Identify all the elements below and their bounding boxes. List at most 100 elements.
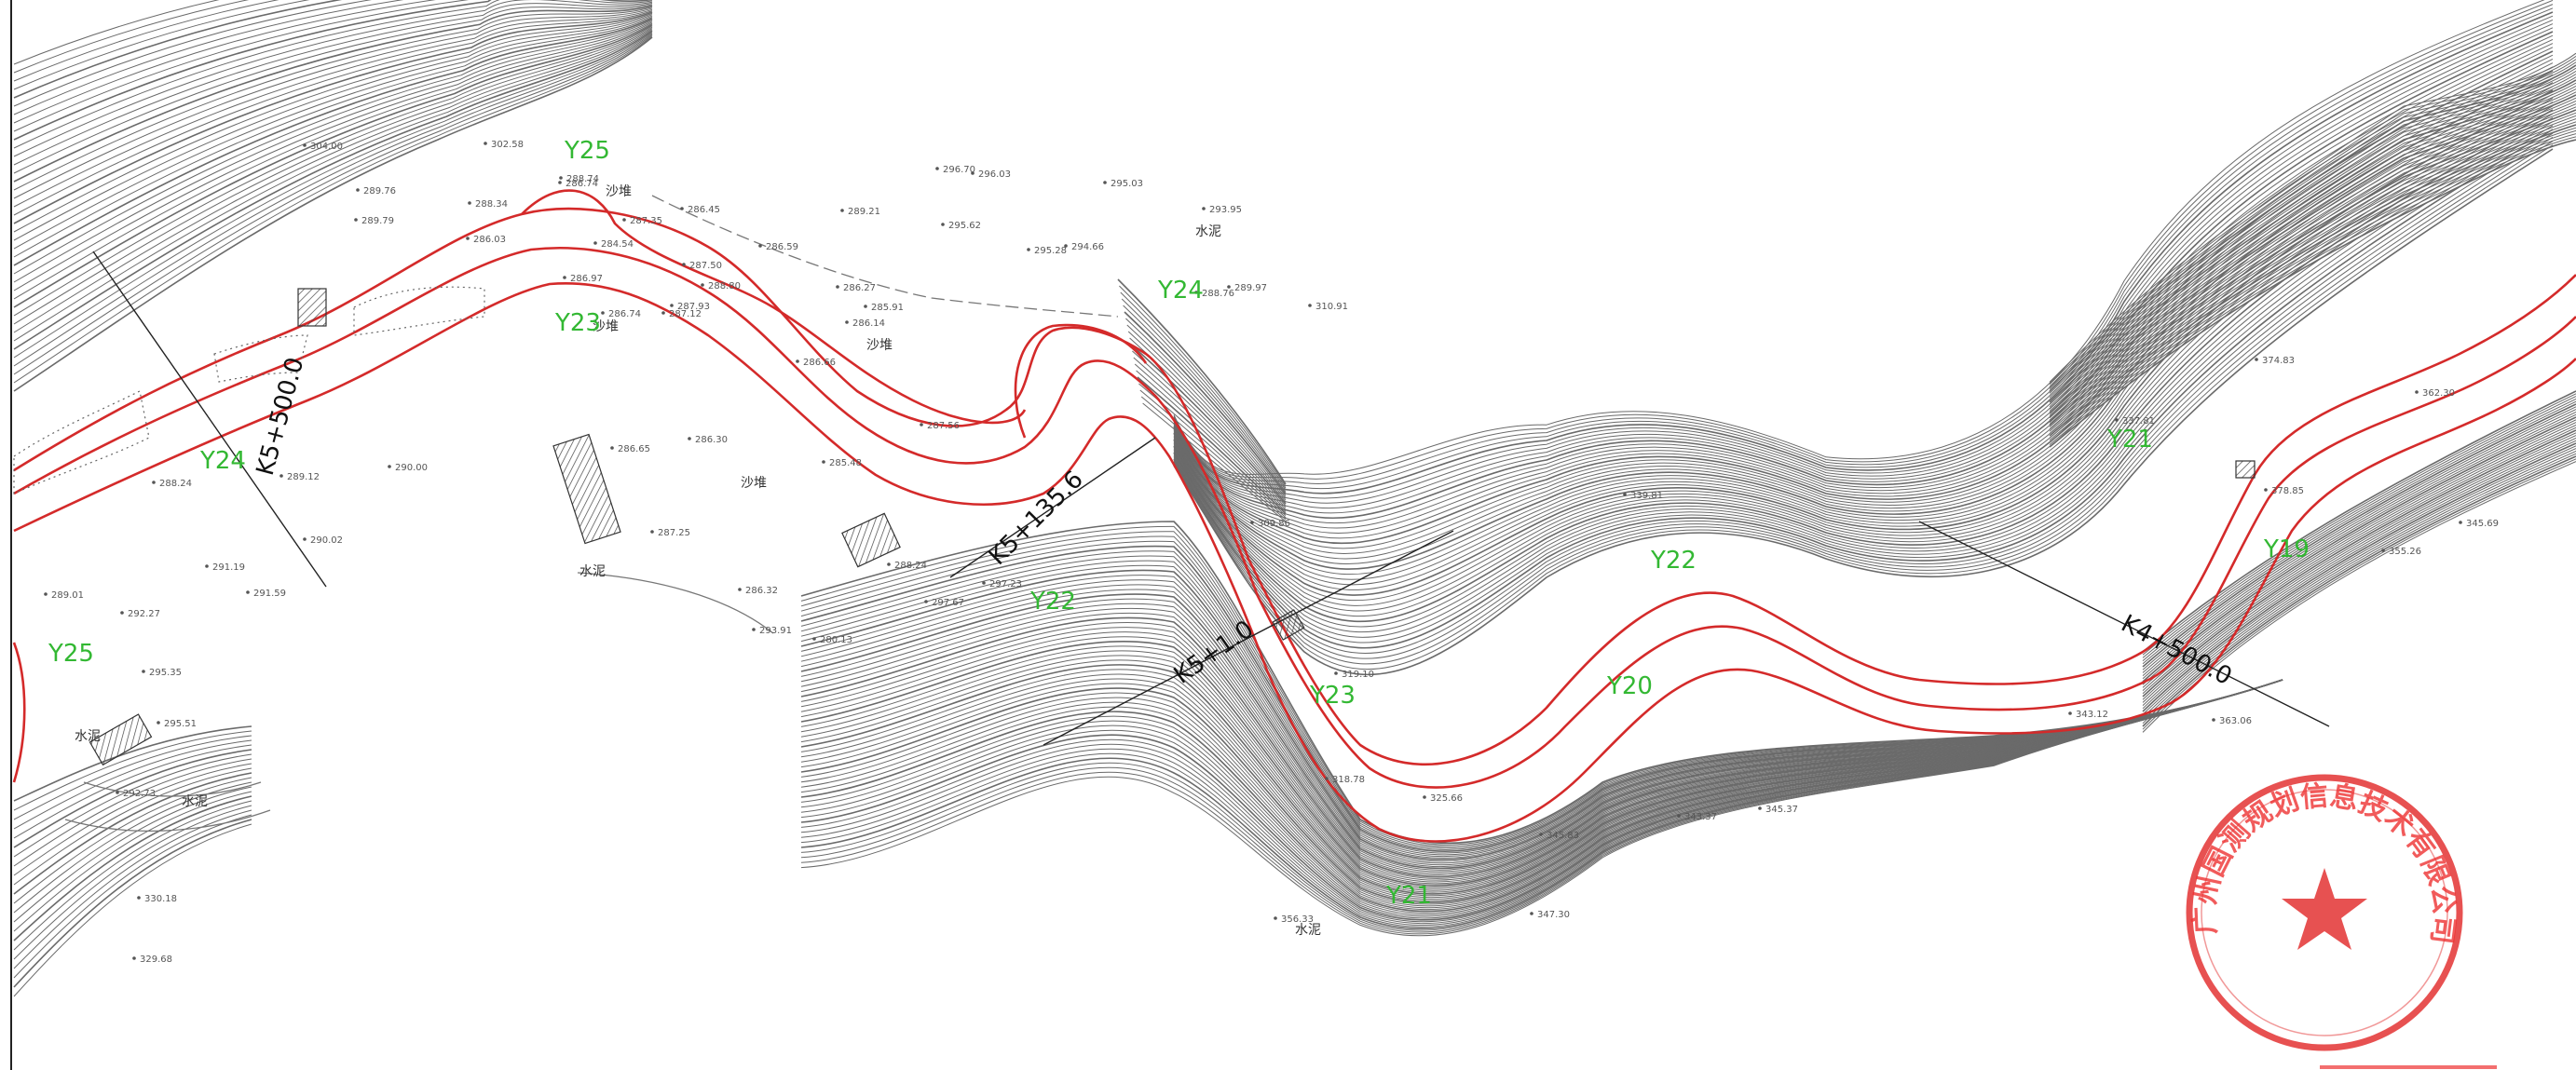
contour-line <box>1173 109 2554 622</box>
contour-line <box>2142 448 2576 718</box>
elevation-label: 304.00 <box>310 142 343 152</box>
section-label-y21b: Y21 <box>2106 426 2153 454</box>
elevation-point <box>1623 493 1627 496</box>
elevation-label: 345.69 <box>2466 519 2499 529</box>
contour-line <box>1173 141 2554 665</box>
contour-line <box>13 26 653 325</box>
elevation-label: 295.35 <box>149 668 182 678</box>
seal-star-icon <box>2282 868 2367 950</box>
contour-line <box>800 531 2283 847</box>
section-label-y21a: Y21 <box>1385 882 1432 910</box>
elevation-label: 288.34 <box>475 199 508 210</box>
contour-line <box>1173 19 2554 504</box>
elevation-label: 287.25 <box>658 528 690 538</box>
contour-line <box>13 34 653 375</box>
elevation-label: 330.18 <box>144 894 177 904</box>
elevation-label: 345.37 <box>1765 805 1798 815</box>
contour-line <box>1173 105 2554 617</box>
elevation-label: 295.62 <box>948 221 981 231</box>
elevation-point <box>152 481 156 484</box>
contour-line <box>13 781 252 914</box>
elevation-label: 293.91 <box>759 626 792 636</box>
contour-line <box>13 30 653 350</box>
elevation-point <box>388 465 391 468</box>
elevation-point <box>1103 181 1107 184</box>
contour-line <box>1124 311 1287 494</box>
contour-line <box>13 5 653 183</box>
elevation-point <box>650 530 654 534</box>
contour-line <box>2049 52 2576 383</box>
contour-line <box>2142 437 2576 706</box>
contour-line <box>13 25 653 317</box>
elevation-point <box>44 592 48 596</box>
contour-line <box>13 819 252 988</box>
elevation-point <box>142 670 145 673</box>
contour-line <box>2142 429 2576 698</box>
contour-line <box>13 0 250 74</box>
contour-line <box>13 32 653 359</box>
contour-line <box>13 0 343 99</box>
contour-line <box>13 0 279 82</box>
elevation-label: 378.85 <box>2271 486 2304 496</box>
section-line-k45000 <box>1918 521 2330 727</box>
contour-line <box>1173 70 2554 570</box>
contour-line <box>2049 76 2576 400</box>
contour-line <box>2049 118 2576 432</box>
building-1 <box>552 433 621 545</box>
section-label-y23: Y23 <box>554 309 601 337</box>
contour-line <box>2142 453 2576 725</box>
contour-line <box>13 749 252 848</box>
elevation-point <box>137 896 141 900</box>
elevation-label: 280.13 <box>820 635 852 645</box>
elevation-label: 287.50 <box>689 261 722 271</box>
elevation-point <box>593 241 597 245</box>
elevation-point <box>1027 248 1030 251</box>
contour-line <box>2049 124 2576 437</box>
elevation-label: 287.35 <box>630 216 662 226</box>
building-5 <box>2235 460 2256 479</box>
elevation-point <box>812 637 816 641</box>
contour-line <box>1132 350 1287 507</box>
contour-line <box>2142 400 2576 665</box>
contour-line <box>1173 4 2554 484</box>
elevation-point <box>2068 711 2072 715</box>
contour-line <box>2049 91 2576 412</box>
elevation-label: 309.86 <box>1258 519 1290 529</box>
elevation-label: 292.73 <box>123 789 156 799</box>
contour-line <box>1126 324 1287 499</box>
contour-line <box>2049 61 2576 389</box>
contour-line <box>13 786 252 923</box>
contour-line <box>13 0 653 157</box>
elevation-label: 363.06 <box>2219 716 2252 726</box>
contour-line <box>1119 285 1287 487</box>
elevation-point <box>1064 244 1068 248</box>
elevation-point <box>845 320 849 324</box>
elevation-point <box>971 171 975 175</box>
contour-line <box>2049 103 2576 421</box>
place-label-sand2: 沙堆 <box>593 319 619 334</box>
contour-line <box>2142 442 2576 712</box>
contour-line <box>2049 64 2576 392</box>
elevation-point <box>1194 291 1198 294</box>
elevation-label: 286.14 <box>852 318 885 329</box>
elevation-label: 286.97 <box>570 274 603 284</box>
contour-line <box>13 809 252 969</box>
elevation-point <box>356 188 360 192</box>
contour-line <box>1173 31 2554 520</box>
section-line-k5500 <box>92 251 327 588</box>
contour-line <box>2142 461 2576 733</box>
place-label-sand1: 沙堆 <box>606 184 632 199</box>
elevation-point <box>688 437 691 440</box>
elevation-point <box>2212 718 2215 722</box>
elevation-point <box>796 359 799 363</box>
contour-line <box>2142 406 2576 670</box>
elevation-label: 286.30 <box>695 435 728 445</box>
contour-line <box>13 23 653 308</box>
contour-line <box>2142 396 2576 658</box>
elevation-point <box>738 588 742 591</box>
contour-line <box>2049 112 2576 427</box>
contour-line <box>13 3 653 166</box>
elevation-label: 339.81 <box>1630 491 1663 501</box>
contour-line <box>1130 344 1287 505</box>
elevation-label: 286.59 <box>766 242 798 252</box>
